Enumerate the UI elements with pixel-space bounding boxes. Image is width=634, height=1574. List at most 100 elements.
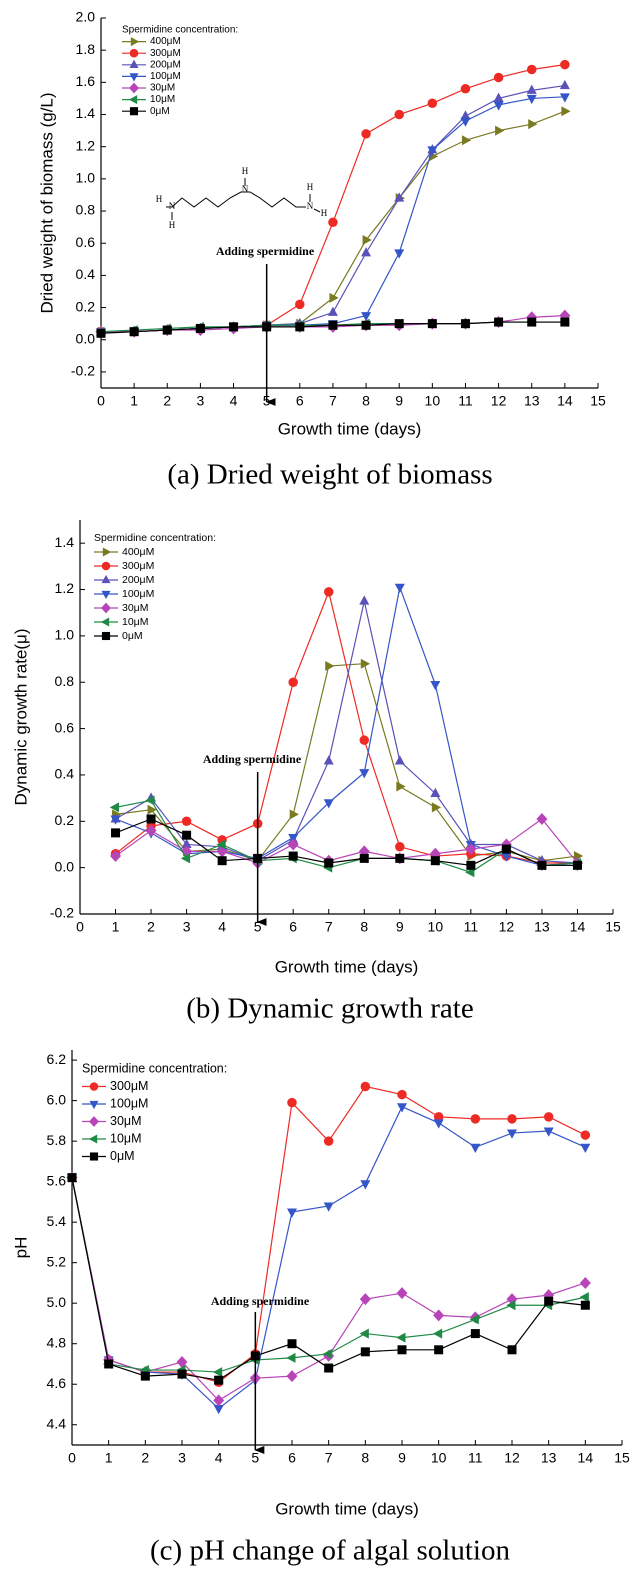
- legend-label: 0μM: [122, 630, 143, 642]
- y-tick-label: 4.6: [47, 1375, 67, 1391]
- legend-label: 30μM: [150, 83, 175, 94]
- molecule-atom: N: [307, 201, 314, 211]
- y-tick-label: -0.2: [71, 363, 95, 379]
- data-point: [501, 844, 511, 854]
- y-tick-label: 6.2: [47, 1051, 67, 1067]
- x-tick-label: 15: [605, 919, 621, 935]
- data-point: [580, 1130, 591, 1140]
- y-tick-label: 0.0: [55, 858, 75, 874]
- series-line: [115, 584, 578, 866]
- x-tick-label: 4: [230, 393, 238, 409]
- molecule-atom: H: [169, 220, 176, 230]
- x-tick-label: 14: [578, 1450, 594, 1466]
- x-tick-label: 8: [360, 919, 368, 935]
- x-tick-label: 4: [215, 1450, 223, 1466]
- caption: (a) Dried weight of biomass: [167, 459, 492, 491]
- data-point: [433, 1309, 445, 1322]
- series-line: [115, 600, 578, 864]
- data-point: [427, 98, 438, 109]
- data-point: [507, 1129, 517, 1139]
- y-tick-label: -0.2: [50, 905, 74, 921]
- x-axis-title: Growth time (days): [275, 1499, 419, 1518]
- legend-marker: [89, 1116, 99, 1127]
- data-point: [396, 1287, 408, 1300]
- data-point: [323, 755, 334, 765]
- legend-label: 0μM: [110, 1149, 135, 1163]
- y-tick-label: 5.4: [47, 1213, 67, 1229]
- data-point: [146, 814, 156, 824]
- legend-marker: [89, 1082, 99, 1091]
- data-point: [217, 856, 227, 866]
- y-tick-label: 0.0: [76, 330, 96, 346]
- legend-label: 100μM: [122, 588, 154, 600]
- y-tick-label: 6.0: [47, 1091, 67, 1107]
- data-point: [216, 839, 226, 850]
- series-line: [71, 1105, 586, 1410]
- data-point: [465, 843, 477, 856]
- data-point: [460, 110, 471, 120]
- data-point: [580, 1143, 591, 1153]
- data-point: [579, 1276, 591, 1289]
- data-point: [288, 677, 298, 687]
- data-point: [323, 587, 334, 597]
- y-tick-label: 1.2: [76, 137, 96, 153]
- data-point: [394, 755, 405, 765]
- panel: -0.20.00.20.40.60.81.01.21.41.61.82.00 1 2…: [37, 9, 606, 491]
- legend-marker: [100, 617, 110, 627]
- data-point: [543, 1112, 554, 1122]
- molecule-atom: H: [242, 166, 249, 176]
- data-point: [561, 106, 571, 117]
- caption: (c) pH change of algal solution: [150, 1535, 510, 1567]
- x-tick-label: 13: [541, 1450, 557, 1466]
- legend-title: Spermidine concentration:: [94, 532, 216, 544]
- data-point: [433, 1119, 444, 1129]
- x-tick-label: 11: [468, 1450, 483, 1466]
- x-tick-label: 13: [534, 919, 550, 935]
- x-tick-label: 2: [163, 393, 171, 409]
- x-tick-label: 9: [398, 1450, 406, 1466]
- x-tick-label: 0: [76, 919, 84, 935]
- legend-label: 10μM: [150, 94, 175, 105]
- data-point: [460, 319, 470, 329]
- legend-marker: [129, 82, 139, 94]
- legend-marker: [129, 107, 139, 116]
- series-line: [115, 818, 578, 866]
- data-point: [322, 1348, 333, 1359]
- legend-label: 100μM: [110, 1096, 148, 1110]
- y-tick-label: 0.2: [76, 298, 96, 314]
- data-point: [295, 299, 305, 310]
- data-point: [359, 1293, 371, 1306]
- data-point: [145, 824, 157, 837]
- y-tick-label: 1.0: [55, 627, 75, 643]
- data-point: [466, 860, 476, 870]
- legend-label: 30μM: [110, 1114, 142, 1128]
- data-point: [323, 1202, 334, 1212]
- legend-label: 0μM: [150, 106, 170, 117]
- data-point: [327, 306, 338, 316]
- data-point: [288, 851, 298, 861]
- legend-label: 10μM: [122, 616, 148, 628]
- data-point: [544, 1296, 554, 1306]
- x-axis-title: Growth time (days): [278, 419, 422, 438]
- x-tick-label: 2: [141, 1450, 149, 1466]
- data-point: [104, 1359, 114, 1369]
- series-line: [115, 818, 578, 864]
- x-tick-label: 1: [130, 393, 138, 409]
- molecule-atom: H: [156, 194, 163, 204]
- data-point: [526, 84, 537, 94]
- data-point: [359, 595, 370, 605]
- y-tick-label: 5.2: [47, 1253, 67, 1269]
- data-point: [110, 850, 122, 863]
- data-point: [109, 802, 120, 813]
- legend-label: 30μM: [122, 602, 148, 614]
- x-tick-label: 5: [254, 919, 262, 935]
- data-point: [287, 1208, 297, 1218]
- data-point: [361, 247, 372, 257]
- x-tick-label: 3: [183, 919, 191, 935]
- y-tick-label: 1.0: [76, 170, 96, 186]
- x-tick-label: 3: [178, 1450, 186, 1466]
- data-point: [359, 853, 369, 863]
- data-point: [359, 769, 370, 779]
- data-point: [129, 327, 139, 337]
